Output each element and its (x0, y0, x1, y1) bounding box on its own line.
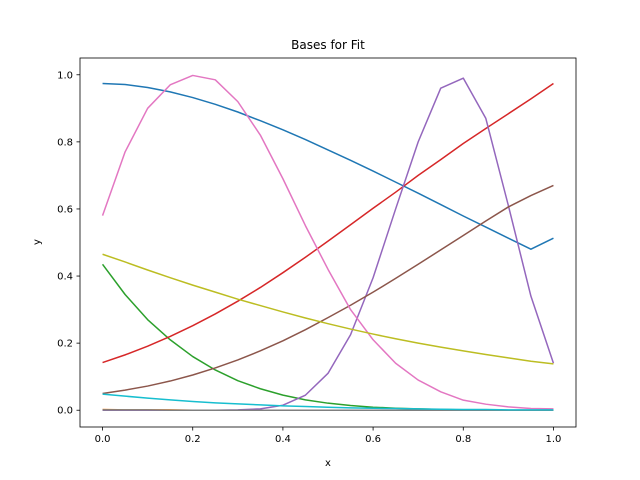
series-line-9 (102, 253, 554, 365)
series-line-4 (102, 82, 554, 364)
x-tick-label: 0.2 (185, 434, 201, 445)
axes-frame (79, 57, 577, 428)
x-tick-label: 0.4 (275, 434, 291, 445)
y-tick-label: 1.0 (57, 70, 73, 81)
x-axis-label: x (325, 458, 331, 469)
y-tick-label: 0.6 (57, 204, 73, 215)
x-tick-label: 0.8 (455, 434, 471, 445)
x-tick-label: 1.0 (546, 434, 562, 445)
y-tick-label: 0.4 (57, 272, 73, 283)
series-line-1 (102, 82, 554, 250)
x-tick-label: 0.0 (95, 434, 111, 445)
series-line-7 (101, 74, 554, 410)
y-tick-label: 0.2 (57, 339, 73, 350)
y-axis-label: y (32, 239, 43, 245)
y-tick-label: 0.8 (57, 137, 73, 148)
axes: 0.0 0.2 0.4 0.6 0.8 1.0 0.0 0.2 0.4 0.6 0.8 1.0 (57, 57, 577, 445)
series-line-10 (102, 393, 554, 411)
y-tick-label: 0.0 (57, 406, 73, 417)
chart-title: Bases for Fit (291, 38, 365, 52)
series-line-6 (102, 184, 554, 395)
plot-area (101, 74, 555, 411)
x-tick-label: 0.6 (365, 434, 381, 445)
